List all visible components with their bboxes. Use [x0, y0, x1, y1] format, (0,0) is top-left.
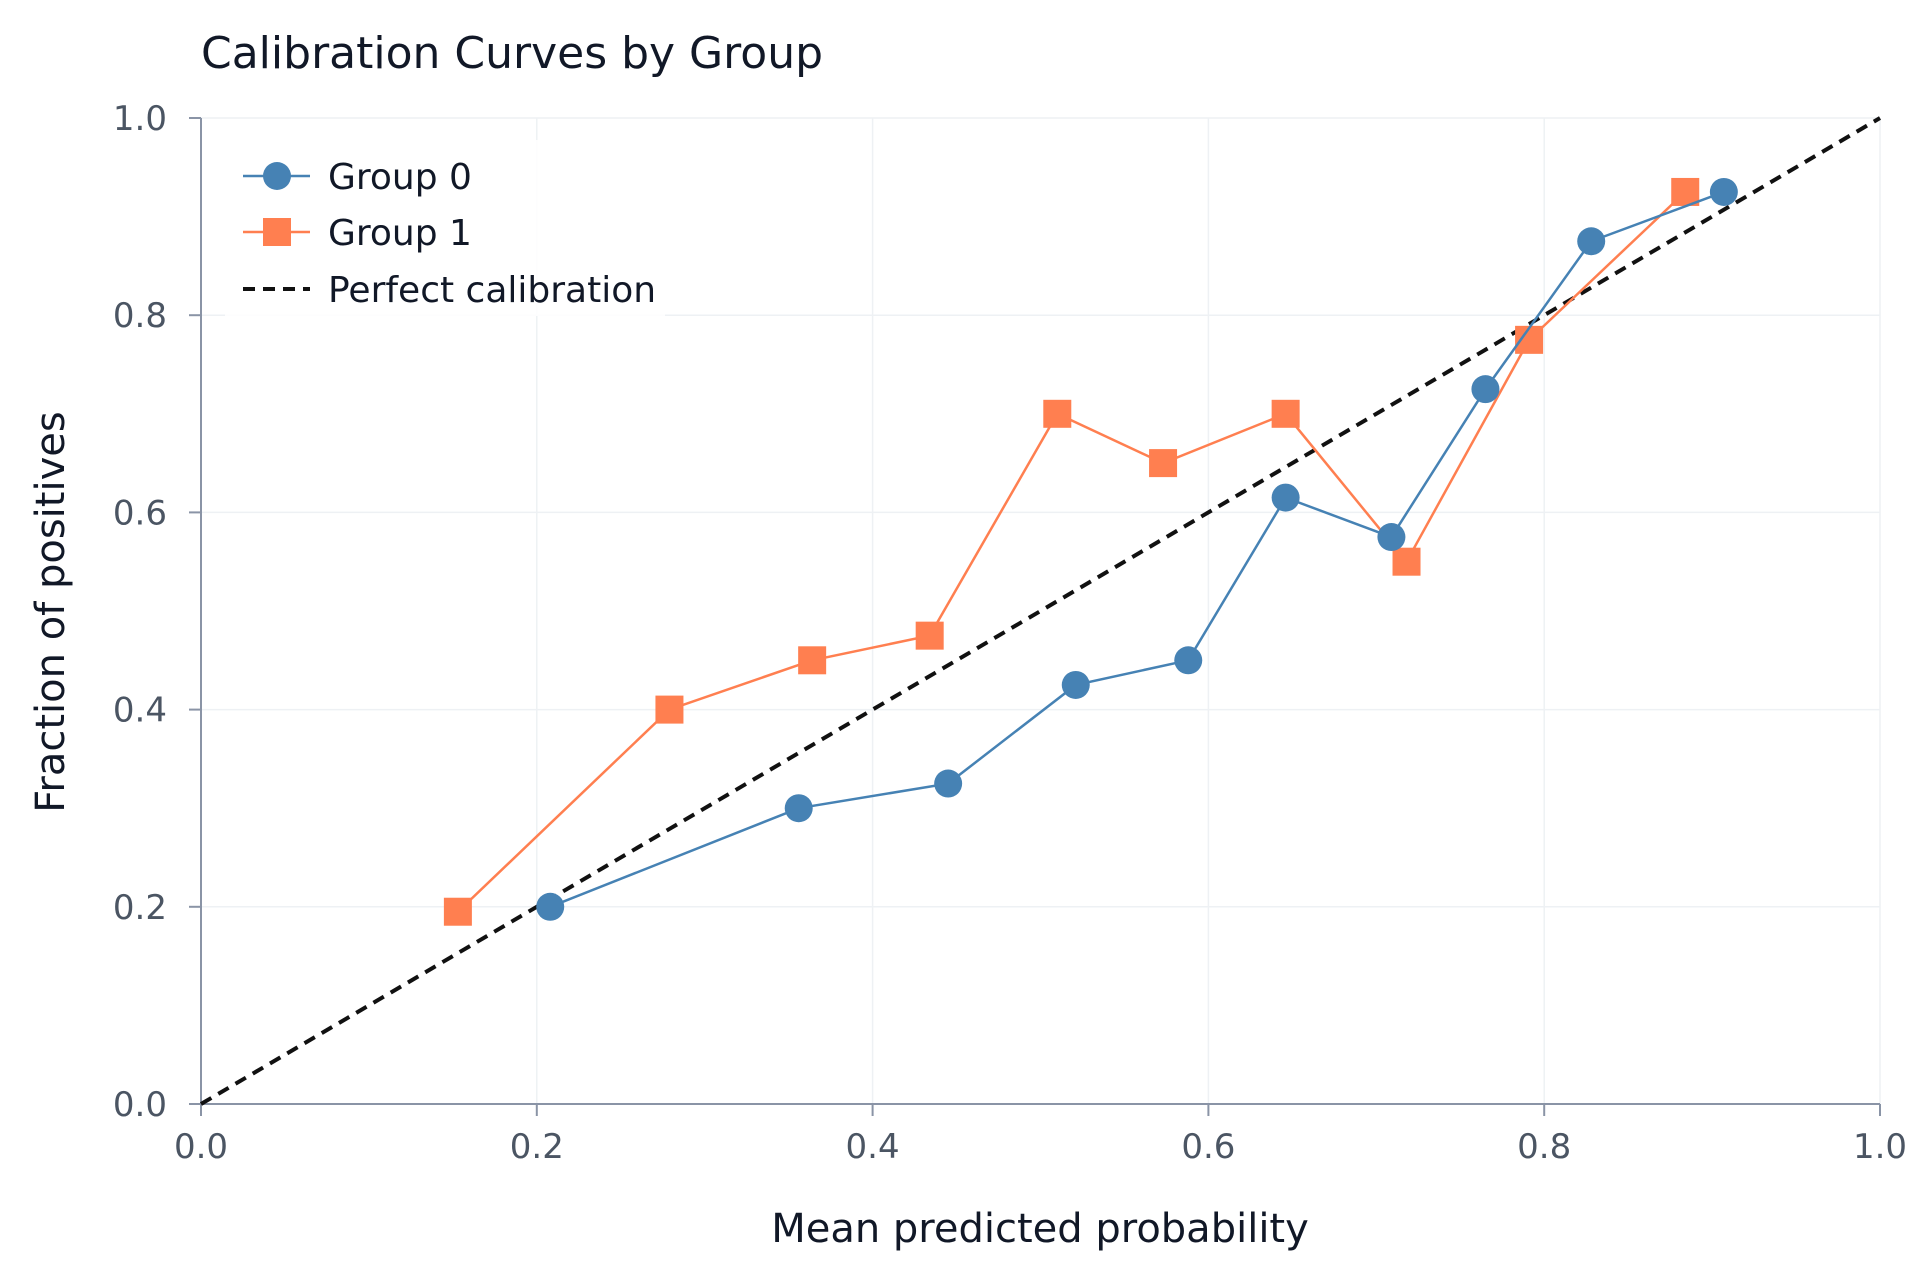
legend-swatch-marker	[263, 218, 291, 246]
y-tick-label: 0.0	[113, 1085, 167, 1125]
group-1-point	[443, 897, 472, 926]
legend-item-perfect-calibration: Perfect calibration	[243, 270, 656, 311]
group-1-point	[1671, 177, 1700, 206]
axes: 0.0 0.2 0.4 0.6 0.8 1.0 0.0 0.2 0.4 0.6 0.8 1.0	[113, 99, 1907, 1167]
legend-label: Group 0	[328, 157, 472, 198]
y-tick-label: 0.8	[113, 296, 167, 336]
group-1-point	[915, 621, 944, 650]
group-1-point	[655, 695, 684, 724]
series-perfect-calibration	[199, 116, 1882, 1106]
y-tick-label: 1.0	[113, 99, 167, 139]
legend: Group 0 Group 1 Perfect calibration	[225, 140, 665, 316]
group-0-point	[1271, 483, 1300, 512]
legend-box	[225, 140, 665, 316]
y-tick-label: 0.2	[113, 888, 167, 928]
group-1-line	[457, 191, 1687, 913]
grid-lines	[201, 117, 1881, 1104]
y-axis-title: Fraction of positives	[28, 411, 74, 812]
group-0-point	[1471, 375, 1500, 404]
y-tick-label: 0.6	[113, 493, 167, 533]
series-group-0	[536, 177, 1738, 921]
group-0-point	[934, 769, 963, 798]
chart-title: Calibration Curves by Group	[201, 28, 823, 79]
x-tick-label: 0.2	[510, 1127, 564, 1167]
perfect-calibration-line	[199, 116, 1882, 1106]
group-0-point	[1174, 646, 1203, 675]
group-0-point	[1577, 227, 1606, 256]
group-1-point	[1392, 547, 1421, 576]
group-1-point	[1043, 399, 1072, 428]
x-tick-label: 0.6	[1181, 1127, 1235, 1167]
data-series	[199, 116, 1882, 1106]
legend-swatch-marker	[263, 162, 291, 190]
x-tick-label: 0.8	[1517, 1127, 1571, 1167]
group-0-point	[1061, 670, 1090, 699]
x-tick-label: 0.0	[174, 1127, 228, 1167]
x-tick-label: 1.0	[1853, 1127, 1907, 1167]
x-tick-label: 0.4	[846, 1127, 900, 1167]
legend-label: Group 1	[328, 213, 472, 254]
legend-item-group-1: Group 1	[243, 213, 472, 254]
group-0-point	[536, 892, 565, 921]
legend-label: Perfect calibration	[328, 270, 656, 311]
group-0-point	[1709, 177, 1738, 206]
series-group-1	[443, 177, 1700, 926]
group-1-point	[1271, 399, 1300, 428]
group-1-point	[798, 646, 827, 675]
group-0-line	[549, 190, 1725, 908]
group-0-point	[784, 794, 813, 823]
legend-item-group-0: Group 0	[243, 157, 472, 198]
y-tick-label: 0.4	[113, 691, 167, 731]
x-axis-title: Mean predicted probability	[771, 1206, 1309, 1252]
group-1-point	[1149, 449, 1178, 478]
group-0-point	[1377, 523, 1406, 552]
